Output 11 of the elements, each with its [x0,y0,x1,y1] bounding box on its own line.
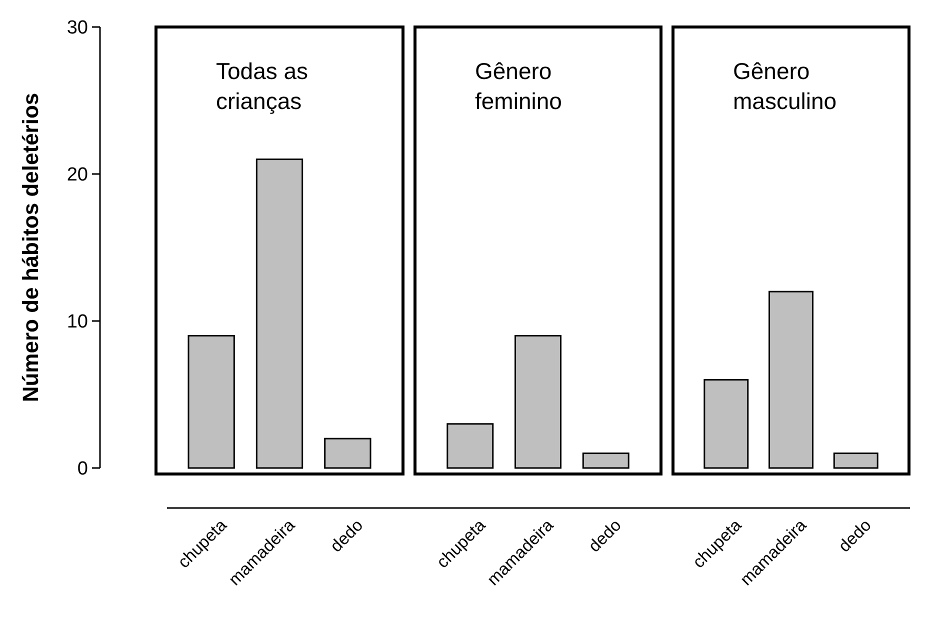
y-axis-title: Número de hábitos deletérios [18,92,43,402]
text: Todas as crianças [216,58,308,114]
y-tick-label: 30 [66,18,88,39]
text: Gênero feminino [475,58,562,114]
text: Gênero masculino [733,58,837,114]
bar [324,438,372,469]
y-tick-label: 0 [77,458,88,480]
y-tick-label: 10 [66,312,88,333]
y-tick-label: 20 [66,164,88,186]
bar [188,334,235,469]
bar [256,158,304,469]
